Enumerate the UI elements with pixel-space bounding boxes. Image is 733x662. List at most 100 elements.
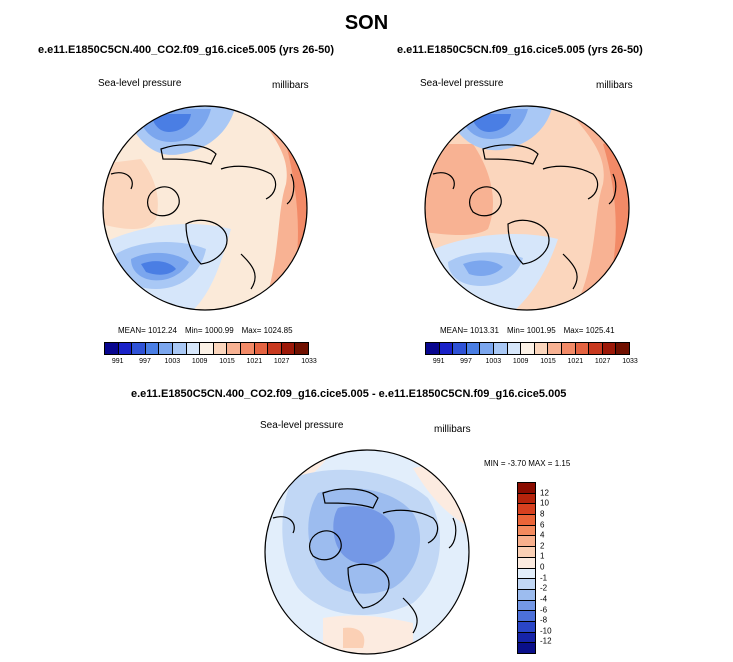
colorbar-swatch [561,343,576,354]
colorbar-tick-label: 1033 [622,358,638,365]
panel1-map-border [102,105,308,311]
colorbar-swatch [616,343,629,354]
panel1-coastline [110,172,133,190]
colorbar-tick-label: 1009 [191,358,208,365]
colorbar-swatch [575,343,590,354]
panel2-colorbar: 991 997 1003 1009 1015 1021 1027 1033 [425,342,638,367]
colorbar-tick-label: 6 [540,520,545,529]
season-title: SON [344,12,389,34]
colorbar-tick-label: 1015 [540,358,556,365]
colorbar-swatch [518,600,535,612]
panel2-coastline [542,165,599,200]
panel1-field-label: Sea-level pressure [98,78,182,89]
colorbar-tick-label: 997 [139,358,151,365]
panel2-max: Max= 1025.41 [563,326,615,335]
colorbar-swatch [518,643,535,653]
colorbar-swatch [281,343,296,354]
panel3-min-max: MIN = -3.70 MAX = 1.15 [484,459,571,468]
panel2-high-pressure-west [425,144,493,236]
colorbar-swatch [159,343,173,354]
panel3-map-border [264,449,470,655]
panel1-low-pressure-north-core [151,114,191,132]
colorbar-tick-label: 991 [432,358,445,365]
colorbar-tick-label: 1027 [273,358,290,365]
colorbar-swatch [213,343,228,354]
panel2-coastline [608,173,617,205]
colorbar-tick-label: 2 [540,541,545,551]
colorbar-tick-label: -2 [540,583,548,593]
colorbar-swatch [518,557,535,569]
panel2-units-label: millibars [596,80,633,91]
colorbar-tick-label: 1027 [594,358,611,365]
colorbar-swatch [480,343,494,354]
panel3-positive-anomaly-south-core [343,627,365,648]
colorbar-swatch [518,483,535,494]
panel1-units-label: millibars [272,80,309,91]
colorbar-swatch [295,343,308,354]
colorbar-swatch [518,568,535,580]
panel2-title: e.e11.E1850C5CN.f09_g16.cice5.005 (yrs 2… [397,44,643,56]
panel1-coastline [240,253,256,290]
panel2-min: Min= 1001.95 [506,326,556,335]
colorbar-swatch [426,343,440,354]
panel1-min: Min= 1000.99 [184,326,234,335]
colorbar-swatch [268,343,282,354]
panel3-colorbar: 12 10 8 6 4 2 1 0 -1 -2 -4 -6 -8 -10 -12 [517,482,577,654]
colorbar-tick-label: 12 [540,488,549,498]
panel2-coastline [468,186,502,217]
panel2-low-pressure-north-core [471,114,511,132]
colorbar-tick-label: 1021 [567,358,584,365]
panel3-negative-anomaly-core [333,506,395,565]
colorbar-tick-label: 4 [540,530,545,540]
colorbar-swatch [589,343,603,354]
colorbar-swatch [518,589,535,601]
panel3-colorbar-swatches [517,482,536,654]
colorbar-swatch [518,579,535,590]
colorbar-tick-label: 1 [540,551,545,561]
panel3-coastline [448,517,457,549]
colorbar-tick-label: 1003 [164,358,181,365]
panel3-coastline [322,488,379,509]
panel1-stats: MEAN= 1012.24 Min= 1000.99 Max= 1024.85 [118,326,301,335]
colorbar-swatch [507,343,522,354]
colorbar-swatch [518,493,535,505]
colorbar-tick-label: -12 [540,636,552,646]
panel3-coastline [347,563,390,609]
colorbar-tick-label: 991 [111,358,124,365]
panel2-low-pressure-south-inner [463,260,503,276]
colorbar-swatch [602,343,617,354]
colorbar-tick-label: 1033 [301,358,317,365]
panel1-coastline [160,144,217,165]
colorbar-tick-label: -10 [540,626,552,636]
colorbar-swatch [521,343,535,354]
panel2-coastline [482,144,539,165]
colorbar-swatch [186,343,201,354]
panel1-colorbar: 991 997 1003 1009 1015 1021 1027 1033 [104,342,317,367]
colorbar-swatch [453,343,467,354]
colorbar-tick-label: 997 [460,358,472,365]
colorbar-tick-label: 1015 [219,358,235,365]
panel1-mean: MEAN= 1012.24 [118,326,177,335]
panel2-polar-map [424,105,630,311]
colorbar-tick-label: 1021 [246,358,263,365]
colorbar-swatch [518,621,535,633]
panel2-field-label: Sea-level pressure [420,78,504,89]
colorbar-tick-label: 1009 [512,358,529,365]
panel3-title: e.e11.E1850C5CN.400_CO2.f09_g16.cice5.00… [131,388,567,400]
panel3-coastline [308,530,342,561]
colorbar-swatch [200,343,214,354]
colorbar-swatch [518,515,535,526]
panel3-units-label: millibars [434,424,471,435]
panel2-stats: MEAN= 1013.31 Min= 1001.95 Max= 1025.41 [440,326,623,335]
colorbar-swatch [493,343,508,354]
colorbar-swatch [172,343,187,354]
colorbar-swatch [518,547,535,558]
colorbar-tick-label: -8 [540,615,548,625]
colorbar-swatch [145,343,160,354]
colorbar-swatch [518,611,535,622]
panel3-coastline [272,516,295,534]
colorbar-tick-label: 1003 [485,358,502,365]
panel2-colorbar-ticks: 991 997 1003 1009 1015 1021 1027 1033 [425,355,638,367]
colorbar-tick-label: -1 [540,573,548,583]
colorbar-swatch [518,525,535,537]
